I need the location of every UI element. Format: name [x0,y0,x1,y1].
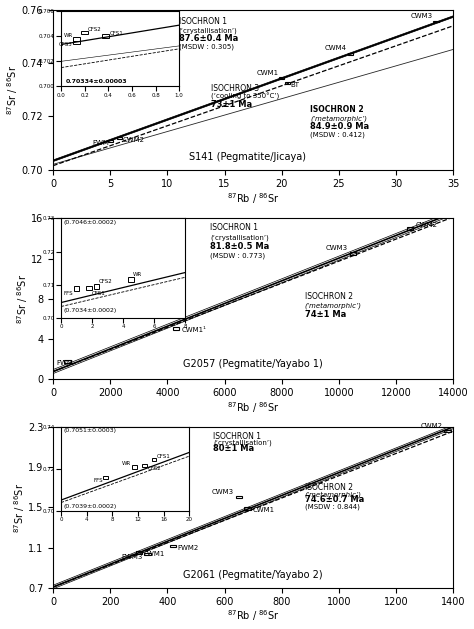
X-axis label: $^{87}$Rb / $^{86}$Sr: $^{87}$Rb / $^{86}$Sr [227,191,280,206]
Bar [170,545,176,547]
Text: 73±1 Ma: 73±1 Ma [211,100,252,109]
Y-axis label: $^{87}$Sr / $^{86}$Sr: $^{87}$Sr / $^{86}$Sr [15,274,29,323]
Text: ISOCHRON 1: ISOCHRON 1 [213,432,261,441]
Text: (‘crystallisation’): (‘crystallisation’) [210,235,269,241]
Text: S141 (Pegmatite/Jicaya): S141 (Pegmatite/Jicaya) [189,152,306,162]
Text: FWM: FWM [56,360,73,367]
Text: (‘crystallisation’): (‘crystallisation’) [213,440,272,447]
Text: FWM1: FWM1 [143,551,164,557]
Text: (‘metamorphic’): (‘metamorphic’) [305,303,362,309]
Bar [64,360,71,363]
Text: CWM3: CWM3 [410,13,433,19]
Text: FWM2: FWM2 [177,545,199,551]
Bar [285,82,290,84]
Text: CWM2: CWM2 [420,423,442,429]
Text: (‘metamorphic’): (‘metamorphic’) [305,491,362,498]
Text: FWM3: FWM3 [122,554,143,560]
Text: CWM3: CWM3 [211,489,234,495]
Text: CWM1: CWM1 [256,70,278,75]
Text: (MSDW : 0.844): (MSDW : 0.844) [305,503,359,510]
Text: 74±1 Ma: 74±1 Ma [305,309,346,318]
Text: (MSDW : 0.412): (MSDW : 0.412) [310,132,365,138]
Text: CWM1¹: CWM1¹ [182,327,207,333]
Bar [350,252,356,255]
X-axis label: $^{87}$Rb / $^{86}$Sr: $^{87}$Rb / $^{86}$Sr [227,399,280,415]
Bar [117,136,122,138]
Bar [144,553,151,555]
Text: CWM4: CWM4 [325,45,347,52]
Text: ISOCHRON 1: ISOCHRON 1 [210,223,258,233]
Text: G2061 (Pegmatite/Yayabo 2): G2061 (Pegmatite/Yayabo 2) [183,569,323,579]
Bar [407,228,413,230]
Bar [244,508,251,509]
Text: (‘cooling to 350°C’): (‘cooling to 350°C’) [211,93,279,101]
Text: G2057 (Pegmatite/Yayabo 1): G2057 (Pegmatite/Yayabo 1) [183,359,323,369]
Text: ISOCHRON 1: ISOCHRON 1 [179,17,227,26]
Text: 80±1 Ma: 80±1 Ma [213,444,254,453]
Text: CWM3: CWM3 [325,245,347,252]
Bar [348,53,353,55]
Text: 74.6±0.7 Ma: 74.6±0.7 Ma [305,496,364,504]
Bar [173,328,179,330]
Text: ISOCHRON 2: ISOCHRON 2 [305,292,353,301]
Text: CWM2: CWM2 [416,222,438,228]
Text: (‘metamorphic’): (‘metamorphic’) [310,115,367,122]
Text: ISOCHRON 2: ISOCHRON 2 [310,105,364,114]
Bar [444,430,451,432]
Text: FWM: FWM [92,140,109,146]
X-axis label: $^{87}$Rb / $^{86}$Sr: $^{87}$Rb / $^{86}$Sr [227,609,280,623]
Text: (‘crystallisation’): (‘crystallisation’) [179,27,237,34]
Y-axis label: $^{87}$Sr / $^{86}$Sr: $^{87}$Sr / $^{86}$Sr [6,65,20,114]
Text: BT: BT [291,82,300,88]
Bar [136,552,142,554]
Bar [236,496,242,498]
Text: CWM2: CWM2 [123,136,145,143]
Text: 81.8±0.5 Ma: 81.8±0.5 Ma [210,242,270,250]
Text: CWM1: CWM1 [253,507,274,513]
Text: ISOCHRON 3: ISOCHRON 3 [211,84,259,93]
Text: ISOCHRON 2: ISOCHRON 2 [305,484,353,493]
Bar [108,140,113,142]
Text: (MSDW : 0.305): (MSDW : 0.305) [179,44,234,50]
Text: (MSDW : 0.773): (MSDW : 0.773) [210,252,265,259]
Text: 87.6±0.4 Ma: 87.6±0.4 Ma [179,34,238,43]
Bar [279,77,284,79]
Y-axis label: $^{87}$Sr / $^{86}$Sr: $^{87}$Sr / $^{86}$Sr [12,482,27,533]
Bar [433,21,438,23]
Text: 84.9±0.9 Ma: 84.9±0.9 Ma [310,122,369,131]
